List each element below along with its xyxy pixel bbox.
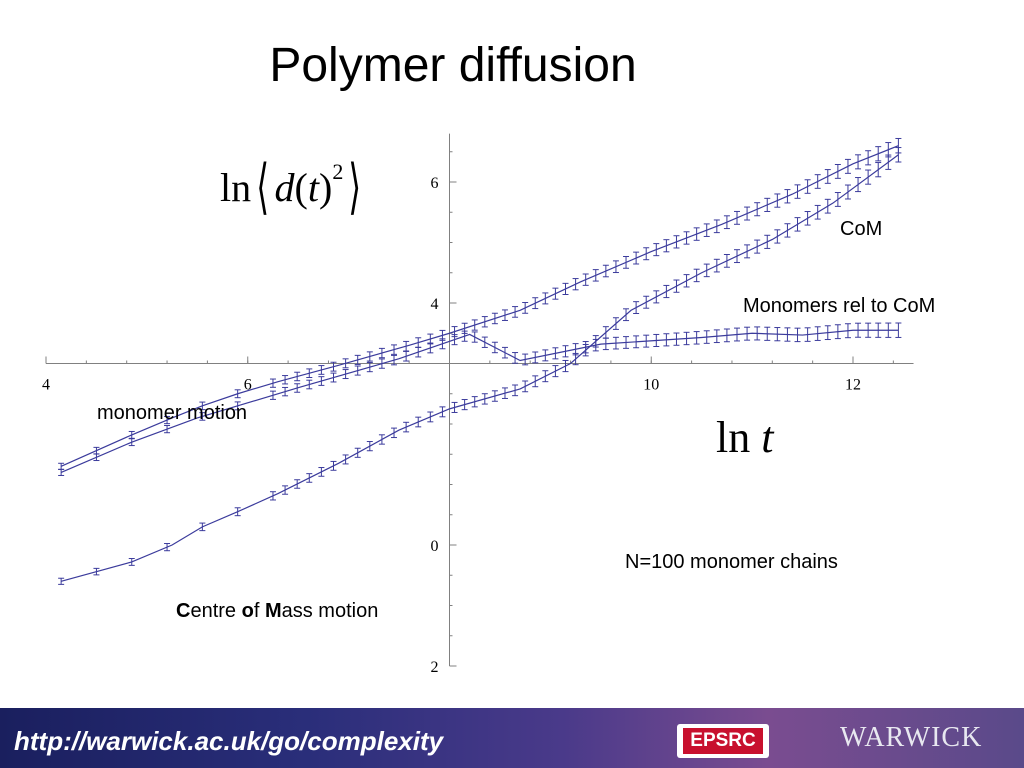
- x-label-ln: ln: [716, 413, 751, 462]
- com-label: CoM: [840, 218, 883, 240]
- footer-url-link[interactable]: http://warwick.ac.uk/go/complexity: [14, 726, 444, 756]
- series-2: [58, 147, 902, 585]
- y-label-exponent: 2: [332, 159, 344, 184]
- epsrc-logo-text: EPSRC: [683, 728, 763, 754]
- slide-title: Polymer diffusion: [269, 39, 637, 92]
- epsrc-logo: EPSRC: [677, 724, 769, 758]
- centre-of-mass-label: Centre of Mass motion: [176, 600, 378, 623]
- y-label-t: t: [307, 165, 319, 210]
- y-label-d: d: [274, 165, 295, 210]
- y-label-right-angle: ⟩: [348, 154, 362, 220]
- y-axis-label: ln⟨ d(t)2⟩: [220, 152, 367, 222]
- series-1: [58, 322, 902, 476]
- centre-rest2: f: [253, 600, 265, 622]
- centre-rest3: ass motion: [281, 600, 379, 622]
- x-axis-label: ln t: [716, 412, 773, 463]
- centre-o: o: [241, 600, 254, 622]
- series-line: [60, 329, 899, 473]
- series-layer: [58, 137, 902, 585]
- series-line: [60, 154, 899, 582]
- x-label-t: t: [761, 413, 774, 462]
- y-tick-label: 0: [431, 538, 439, 555]
- y-tick-label: 2: [431, 659, 439, 676]
- y-label-left-angle: ⟨: [256, 154, 270, 220]
- y-tick-label: 4: [431, 296, 439, 313]
- y-label-open: (: [294, 165, 308, 210]
- x-tick-label: 4: [42, 377, 50, 394]
- monomer-motion-label: monomer motion: [97, 402, 248, 424]
- y-label-ln: ln: [220, 165, 252, 210]
- centre-c: C: [176, 600, 191, 622]
- centre-rest1: entre: [190, 600, 242, 622]
- chain-info-label: N=100 monomer chains: [625, 551, 838, 573]
- warwick-logo: WARWICK: [840, 722, 983, 753]
- y-label-close: ): [319, 165, 333, 210]
- chart: 4 6 10 12 2 0 4 6: [42, 133, 914, 676]
- x-tick-label: 10: [643, 377, 659, 394]
- centre-m: M: [264, 600, 282, 622]
- y-tick-label: 6: [431, 175, 439, 192]
- monomers-rel-label: Monomers rel to CoM: [743, 295, 936, 317]
- x-tick-label: 12: [845, 377, 861, 394]
- footer-bar: http://warwick.ac.uk/go/complexity EPSRC…: [0, 708, 1024, 768]
- x-tick-label: 6: [244, 377, 252, 394]
- axes: 4 6 10 12 2 0 4 6: [42, 133, 914, 676]
